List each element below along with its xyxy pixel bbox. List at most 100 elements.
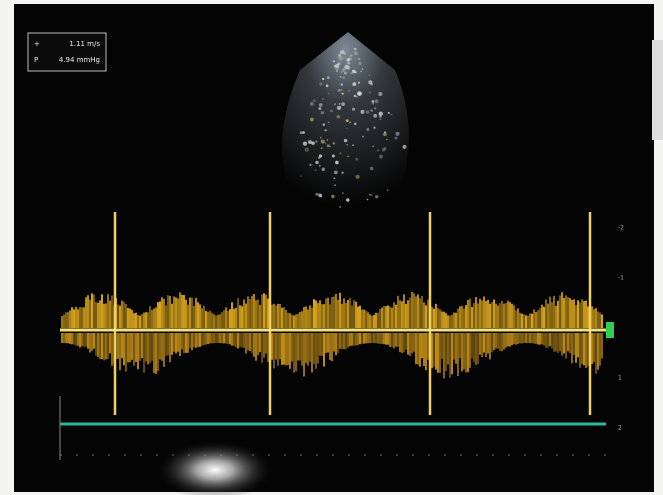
speckle — [341, 92, 344, 95]
speckle — [376, 149, 379, 152]
speckle — [315, 140, 318, 143]
speckle — [371, 100, 375, 103]
speckle — [309, 102, 314, 106]
speckle — [335, 160, 339, 165]
speckle — [302, 131, 305, 134]
speckle — [337, 56, 340, 59]
scale-label: -2 — [618, 225, 624, 232]
speckle — [345, 119, 349, 122]
speckle — [321, 167, 325, 171]
speckle — [350, 72, 353, 75]
speckle — [378, 115, 382, 118]
measure-label: + — [34, 40, 40, 48]
speckle — [326, 144, 330, 148]
speckle — [342, 76, 345, 79]
speckle — [338, 54, 341, 57]
speckle — [349, 121, 351, 124]
scale-label: -1 — [618, 275, 624, 282]
speckle — [341, 102, 345, 106]
baseline-marker — [606, 322, 614, 338]
speckle — [379, 118, 382, 120]
speckle — [329, 145, 331, 148]
speckle — [355, 157, 359, 161]
speckle — [320, 111, 324, 115]
speckle — [346, 58, 350, 62]
speckle — [319, 82, 323, 86]
speckle — [311, 141, 315, 145]
speckle — [309, 140, 313, 144]
speckle — [368, 74, 371, 76]
speckle — [395, 131, 400, 136]
speckle — [350, 54, 353, 57]
speckle — [331, 194, 335, 199]
speckle — [327, 92, 330, 95]
speckle — [366, 198, 369, 201]
speckle — [322, 123, 325, 126]
speckle — [309, 163, 312, 166]
speckle — [322, 77, 325, 81]
speckle — [368, 80, 373, 85]
speckle — [374, 107, 377, 110]
edge-strip — [652, 40, 663, 140]
screen-glare — [155, 440, 275, 495]
speckle — [342, 192, 344, 194]
speckle — [370, 109, 374, 112]
doppler-spectrum — [61, 212, 603, 415]
speckle — [374, 99, 379, 104]
speckle — [402, 144, 407, 149]
speckle — [375, 195, 379, 199]
speckle — [341, 68, 345, 72]
speckle — [357, 81, 361, 84]
tissue-speckle — [299, 47, 407, 208]
speckle — [378, 92, 383, 96]
speckle — [362, 135, 364, 138]
speckle — [348, 57, 352, 61]
speckle — [369, 194, 371, 196]
speckle — [339, 206, 342, 208]
speckle — [340, 83, 343, 86]
speckle — [360, 109, 365, 114]
speckle — [319, 136, 322, 139]
speckle — [379, 154, 383, 159]
speckle — [348, 89, 350, 92]
speckle — [354, 122, 357, 126]
speckle — [318, 103, 323, 107]
speckle — [340, 71, 343, 73]
speckle — [333, 170, 338, 175]
speckle — [328, 121, 330, 124]
speckle — [332, 142, 335, 145]
speckle — [378, 111, 383, 116]
speckle — [343, 67, 347, 71]
speckle — [336, 70, 338, 72]
speckle — [390, 113, 393, 116]
speckle — [357, 57, 361, 61]
speckle — [333, 177, 336, 180]
speckle — [307, 140, 312, 144]
speckle — [361, 68, 364, 70]
speckle — [354, 51, 358, 55]
speckle — [351, 107, 356, 111]
measure-value: 4.94 mmHg — [59, 56, 100, 64]
speckle — [338, 103, 341, 105]
speckle — [317, 193, 322, 197]
speckle — [318, 107, 322, 110]
speckle — [357, 91, 362, 96]
speckle — [369, 166, 374, 171]
measurement-box — [27, 32, 107, 72]
speckle — [355, 174, 360, 179]
speckle — [366, 128, 370, 131]
speckle — [319, 194, 323, 198]
speckle — [341, 171, 344, 174]
speckle — [346, 198, 350, 202]
speckle — [339, 76, 342, 78]
speckle — [326, 139, 328, 141]
speckle — [365, 110, 370, 114]
speckle — [354, 47, 356, 50]
sector-image — [282, 32, 409, 205]
speckle — [383, 147, 387, 150]
speckle — [387, 189, 389, 191]
speckle — [333, 103, 336, 106]
speckle — [343, 138, 348, 143]
